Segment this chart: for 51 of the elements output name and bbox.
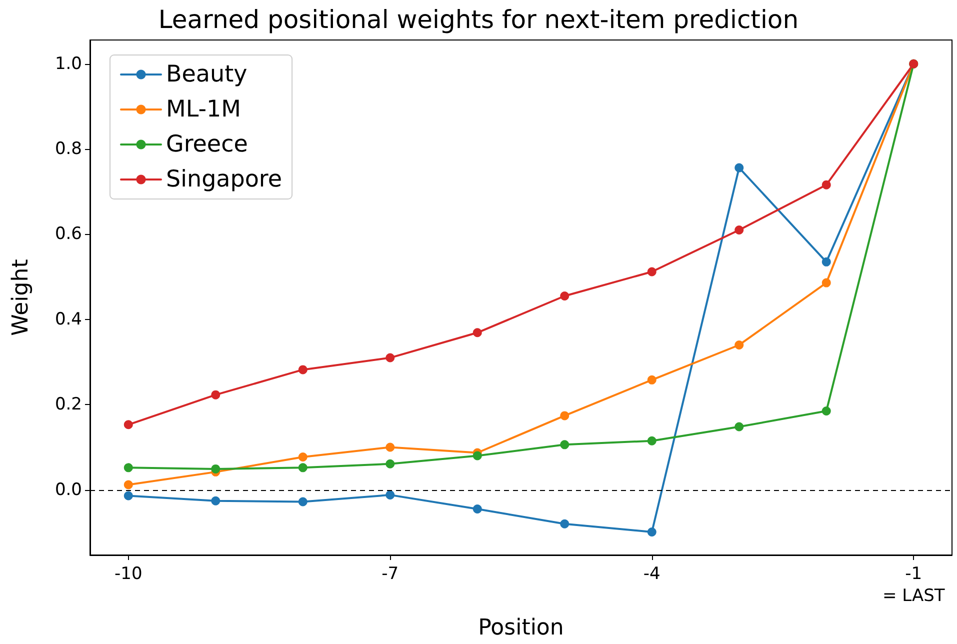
legend-label: Greece <box>166 132 248 158</box>
point <box>298 365 308 374</box>
x-tick-label: -4 <box>643 564 660 584</box>
point <box>647 436 656 446</box>
y-tick-label: 0.6 <box>54 224 82 244</box>
point <box>386 353 395 362</box>
y-tick-label: 0.8 <box>54 139 82 160</box>
point <box>124 420 133 430</box>
point <box>822 406 831 416</box>
point <box>386 442 395 452</box>
point <box>734 422 744 432</box>
point <box>560 292 570 301</box>
x-tick-label: -1 = LAST <box>882 564 946 606</box>
point <box>822 180 831 190</box>
point <box>124 480 133 490</box>
y-tick-label: 1.0 <box>54 54 82 74</box>
legend-label: Beauty <box>166 62 248 88</box>
y-tick-label: 0.0 <box>54 480 82 500</box>
point <box>734 225 744 234</box>
point <box>211 390 220 400</box>
point <box>647 528 656 536</box>
y-tick-label: 0.4 <box>54 309 82 330</box>
point <box>124 463 133 472</box>
point <box>386 459 395 468</box>
point <box>647 267 656 276</box>
point <box>560 411 570 420</box>
legend-label: ML-1M <box>166 96 242 122</box>
point <box>647 375 656 384</box>
point <box>734 163 744 172</box>
point <box>560 519 570 528</box>
point <box>298 463 308 472</box>
point <box>822 257 831 266</box>
x-axis-title: Position <box>478 616 564 640</box>
point <box>211 496 220 506</box>
point <box>734 340 744 350</box>
point <box>211 464 220 474</box>
point <box>124 491 133 500</box>
chart-title: Learned positional weights for next-item prediction <box>158 5 799 34</box>
point <box>822 278 831 288</box>
x-tick-label: -7 <box>382 564 399 584</box>
point <box>472 328 482 338</box>
legend-label: Singapore <box>166 166 282 192</box>
y-axis-title: Weight <box>8 258 34 336</box>
point <box>386 490 395 500</box>
point <box>472 504 482 514</box>
point <box>298 452 308 462</box>
point <box>298 497 308 506</box>
x-tick-label: -10 <box>114 564 142 584</box>
point <box>560 440 570 450</box>
y-tick-label: 0.2 <box>54 394 82 415</box>
point <box>472 451 482 460</box>
